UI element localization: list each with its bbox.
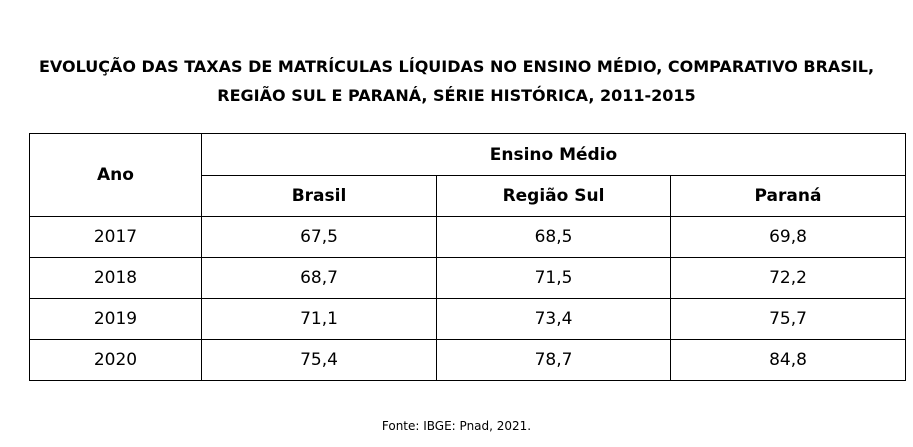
header-parana: Paraná [670, 175, 906, 217]
cell-regiao-sul: 68,5 [436, 216, 671, 258]
enrollment-rates-table: Ano Ensino Médio Brasil Região Sul Paran… [29, 133, 906, 381]
table-row: 2020 75,4 78,7 84,8 [29, 339, 906, 381]
cell-brasil: 75,4 [201, 339, 437, 381]
cell-ano: 2018 [29, 257, 202, 299]
cell-ano: 2019 [29, 298, 202, 340]
header-ensino-medio: Ensino Médio [201, 133, 906, 176]
cell-parana: 84,8 [670, 339, 906, 381]
cell-ano: 2020 [29, 339, 202, 381]
header-regiao-sul: Região Sul [436, 175, 671, 217]
header-ano: Ano [29, 133, 202, 217]
cell-brasil: 71,1 [201, 298, 437, 340]
table-title-line-1: EVOLUÇÃO DAS TAXAS DE MATRÍCULAS LÍQUIDA… [38, 57, 875, 76]
cell-parana: 69,8 [670, 216, 906, 258]
cell-parana: 72,2 [670, 257, 906, 299]
header-brasil: Brasil [201, 175, 437, 217]
cell-brasil: 67,5 [201, 216, 437, 258]
table-row: 2019 71,1 73,4 75,7 [29, 298, 906, 340]
cell-parana: 75,7 [670, 298, 906, 340]
source-note: Fonte: IBGE: Pnad, 2021. [381, 419, 532, 433]
cell-regiao-sul: 78,7 [436, 339, 671, 381]
cell-regiao-sul: 71,5 [436, 257, 671, 299]
table-title-line-2: REGIÃO SUL E PARANÁ, SÉRIE HISTÓRICA, 20… [217, 86, 696, 105]
cell-brasil: 68,7 [201, 257, 437, 299]
table-row: 2018 68,7 71,5 72,2 [29, 257, 906, 299]
cell-ano: 2017 [29, 216, 202, 258]
table-row: 2017 67,5 68,5 69,8 [29, 216, 906, 258]
cell-regiao-sul: 73,4 [436, 298, 671, 340]
